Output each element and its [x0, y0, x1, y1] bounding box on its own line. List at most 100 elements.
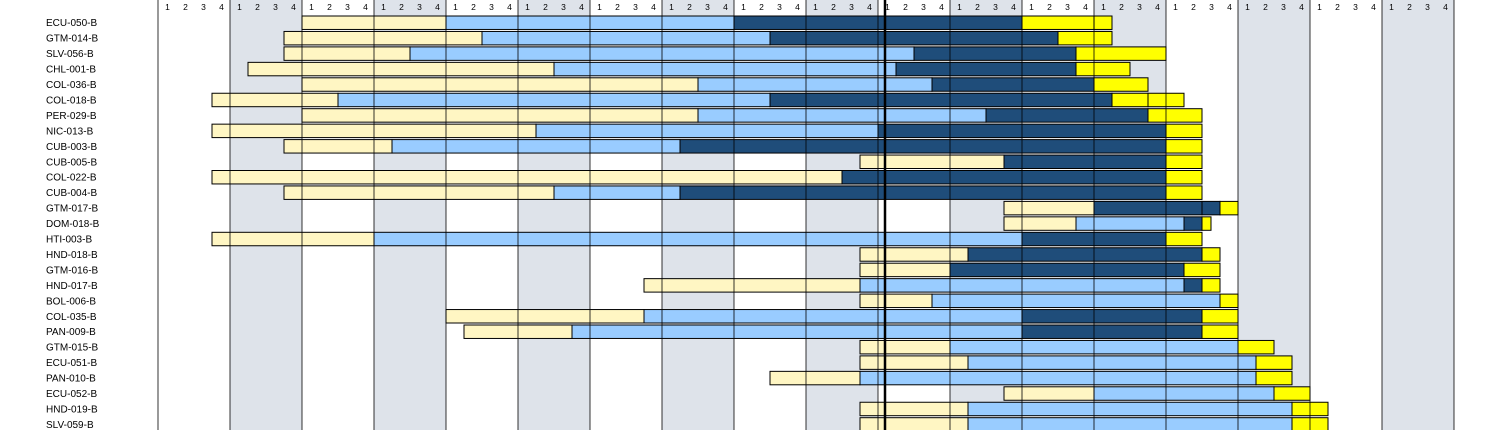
bar-segment-phase2	[1075, 216, 1185, 231]
quarter-label: 2	[327, 2, 332, 12]
bar-segment-phase4	[1111, 92, 1149, 108]
bar-segment-phase2	[967, 355, 1257, 370]
quarter-label: 3	[561, 2, 566, 12]
bar-segment-phase3	[1183, 216, 1203, 231]
project-label: PAN-010-B	[46, 374, 96, 385]
project-label: HTI-003-B	[46, 235, 92, 246]
bar-segment-phase2	[697, 77, 933, 92]
quarter-label: 2	[1119, 2, 1124, 12]
bar-segment-phase1	[211, 92, 339, 108]
quarter-label: 1	[741, 2, 746, 12]
bar-segment-phase3	[841, 170, 1167, 185]
bar-segment-phase3	[967, 247, 1203, 262]
project-label: CUB-004-B	[46, 188, 97, 199]
quarter-label: 2	[1191, 2, 1196, 12]
quarter-labels: 1 2 3 4 1 2 3 4 1 2 3 4 1 2 3 4 1 2 3 4 1 2 3 4 1 2 3 4 1 2 3 4 1 2 3 4 1 2 3 4…	[165, 2, 1448, 12]
bar-segment-phase4	[1219, 200, 1239, 216]
project-label: DOM-018-B	[46, 219, 100, 230]
quarter-label: 4	[507, 2, 512, 12]
bar-segment-phase3	[679, 139, 1167, 154]
bar-segment-phase1	[1003, 200, 1095, 216]
quarter-label: 1	[309, 2, 314, 12]
bar-segment-phase3	[931, 77, 1095, 92]
quarter-label: 2	[255, 2, 260, 12]
bar-segment-phase4	[1201, 324, 1239, 339]
bar-segment-phase1	[283, 30, 483, 46]
bar-segment-phase4	[1273, 386, 1311, 401]
quarter-label: 4	[867, 2, 872, 12]
project-labels: ECU-050-B GTM-014-B SLV-056-B CHL-001-B COL-…	[46, 18, 100, 430]
quarter-label: 1	[1029, 2, 1034, 12]
bar-segment-phase4	[1219, 293, 1239, 309]
quarter-label: 3	[345, 2, 350, 12]
bar-segment-phase1	[859, 339, 951, 355]
project-label: GTM-016-B	[46, 265, 99, 276]
bar-segment-phase1	[769, 370, 861, 386]
quarter-label: 4	[363, 2, 368, 12]
quarter-label: 3	[1353, 2, 1358, 12]
bar-segment-phase3	[913, 46, 1077, 61]
bar-segment-phase3	[679, 185, 1167, 200]
project-label: HND-019-B	[46, 404, 98, 415]
bar-segment-phase1	[283, 139, 393, 154]
year-band	[158, 0, 230, 430]
project-label: PAN-009-B	[46, 327, 96, 338]
project-label: HND-017-B	[46, 281, 98, 292]
quarter-label: 1	[1101, 2, 1106, 12]
quarter-label: 3	[417, 2, 422, 12]
quarter-label: 3	[1425, 2, 1430, 12]
bar-segment-phase4	[1255, 355, 1293, 370]
project-label: COL-022-B	[46, 173, 97, 184]
bar-segment-phase3	[985, 108, 1149, 123]
bar-segment-phase1	[859, 355, 969, 370]
bar-segment-phase1	[859, 293, 933, 309]
project-label: ECU-052-B	[46, 389, 97, 400]
bar-segment-phase3	[1021, 309, 1203, 324]
bar-segment-phase1	[859, 154, 1005, 170]
quarter-label: 3	[993, 2, 998, 12]
bar-segment-phase4	[1021, 15, 1095, 30]
project-label: SLV-056-B	[46, 49, 94, 60]
quarter-label: 2	[399, 2, 404, 12]
quarter-label: 2	[1335, 2, 1340, 12]
quarter-label: 2	[903, 2, 908, 12]
quarter-label: 2	[1407, 2, 1412, 12]
bar-segment-phase2	[553, 185, 681, 200]
project-label: COL-035-B	[46, 312, 97, 323]
quarter-label: 4	[1299, 2, 1304, 12]
quarter-label: 4	[1371, 2, 1376, 12]
bar-segment-phase2	[697, 108, 987, 123]
quarter-label: 4	[1443, 2, 1448, 12]
quarter-label: 2	[759, 2, 764, 12]
bar-segment-phase2	[373, 231, 1023, 247]
quarter-label: 4	[435, 2, 440, 12]
quarter-label: 3	[633, 2, 638, 12]
quarter-label: 1	[669, 2, 674, 12]
quarter-label: 1	[957, 2, 962, 12]
quarter-label: 3	[705, 2, 710, 12]
bar-segment-phase2	[967, 401, 1293, 417]
quarter-label: 1	[237, 2, 242, 12]
project-label: NIC-013-B	[46, 126, 94, 137]
quarter-label: 4	[1227, 2, 1232, 12]
quarter-label: 1	[525, 2, 530, 12]
bar-segment-phase1	[301, 108, 699, 123]
quarter-label: 3	[1137, 2, 1142, 12]
bar-segment-phase1	[445, 309, 645, 324]
project-label: BOL-006-B	[46, 296, 96, 307]
quarter-label: 3	[1209, 2, 1214, 12]
quarter-label: 3	[201, 2, 206, 12]
bar-segment-phase1	[859, 401, 969, 417]
quarter-label: 4	[723, 2, 728, 12]
bar-segment-phase2	[1093, 386, 1275, 401]
bar-segment-phase3	[949, 262, 1185, 278]
project-label: ECU-051-B	[46, 358, 97, 369]
year-band	[1382, 0, 1454, 430]
project-label: CHL-001-B	[46, 65, 96, 76]
quarter-label: 3	[273, 2, 278, 12]
project-label: PER-029-B	[46, 111, 97, 122]
quarter-label: 1	[1245, 2, 1250, 12]
bar-segment-phase4	[1201, 247, 1221, 262]
project-label: GTM-017-B	[46, 204, 99, 215]
